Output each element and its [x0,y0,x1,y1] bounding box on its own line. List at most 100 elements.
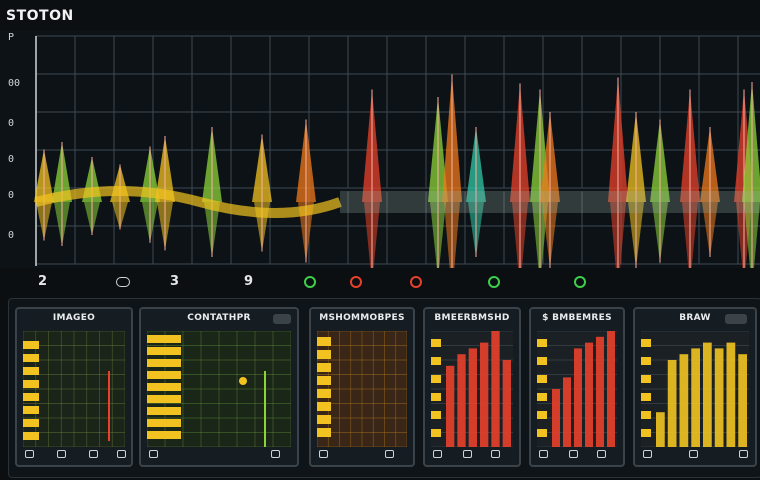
bar [552,389,560,447]
card-bmbemres[interactable]: $ BMBEMRES [529,307,625,467]
red-ring-icon[interactable] [410,276,422,288]
marker-row: 2 3 9 [0,268,760,298]
card-title: MSHOMMOBPES [319,313,405,323]
y-axis-label: 0 [8,190,15,201]
bar [563,377,571,447]
level-bar [431,429,441,437]
green-ring-icon[interactable] [488,276,500,288]
level-bar [641,375,651,383]
view-icon[interactable] [25,450,34,458]
level-bar [641,339,651,347]
bar [468,348,477,447]
view-icon[interactable] [149,450,158,458]
bar [457,354,466,447]
card-plot [317,331,407,447]
y-axis-label: 0 [8,230,15,241]
card-footer [639,448,751,462]
level-bar [431,339,441,347]
level-bar [147,407,181,415]
app-title: STOTON [6,8,74,24]
card-mshommobpes[interactable]: MSHOMMOBPES [309,307,415,467]
bar [446,365,455,447]
view-icon[interactable] [643,450,652,458]
dashboard-panel: IMAGEO CONTATHPR MSHOMMOBPES BMEERBMSHD [8,298,760,478]
bar [703,342,712,447]
level-bar [147,371,181,379]
card-footer [21,448,127,462]
copy-icon[interactable] [569,450,578,458]
menu-icon[interactable] [385,450,394,458]
bar [491,331,500,447]
red-ring-icon[interactable] [350,276,362,288]
level-bar [317,337,331,346]
copy-icon[interactable] [689,450,698,458]
badge-icon [273,314,291,324]
level-bar [537,375,547,383]
bar [714,348,724,447]
level-bar [147,347,181,355]
level-bar [23,419,39,427]
level-bar [537,339,547,347]
level-bar [317,402,331,411]
card-title: IMAGEO [52,313,96,323]
level-bar [147,419,181,427]
menu-icon[interactable] [491,450,500,458]
card-title: BMEERBMSHD [434,313,510,323]
level-bar [147,359,181,367]
marker-label: 9 [244,274,254,289]
wave-band [34,186,342,218]
toggle-button[interactable] [116,277,130,287]
marker-label: 2 [38,274,48,289]
marker-point [239,377,247,385]
green-ring-icon[interactable] [574,276,586,288]
level-bar [641,393,651,401]
menu-icon[interactable] [597,450,606,458]
settings-icon[interactable] [89,450,98,458]
copy-icon[interactable] [57,450,66,458]
level-bar [431,393,441,401]
bar [679,354,689,447]
card-footer [145,448,293,462]
y-axis-label: 0 [8,118,15,129]
y-axis-label: 0 [8,154,15,165]
view-icon[interactable] [433,450,442,458]
level-bar [641,357,651,365]
card-bmeerbmshd[interactable]: BMEERBMSHD [423,307,521,467]
card-plot [431,331,513,447]
level-bar [23,380,39,388]
green-ring-icon[interactable] [304,276,316,288]
card-braw[interactable]: BRAW [633,307,757,467]
card-title: CONTATHPR [187,313,251,323]
menu-icon[interactable] [739,450,748,458]
card-footer [535,448,619,462]
y-axis-label: 00 [8,78,21,89]
level-bar [431,375,441,383]
level-bar [317,376,331,385]
level-bar [537,357,547,365]
bar [480,342,489,447]
card-plot [641,331,749,447]
level-bar [23,367,39,375]
level-bar [641,429,651,437]
menu-icon[interactable] [271,450,280,458]
card-imageo[interactable]: IMAGEO [15,307,133,467]
level-bar [23,432,39,440]
level-bar [147,383,181,391]
card-footer [429,448,515,462]
view-icon[interactable] [539,450,548,458]
menu-icon[interactable] [117,450,126,458]
wave-peak [742,82,760,202]
level-bar [147,395,181,403]
waveform-grid [35,35,760,266]
level-bar [431,411,441,419]
level-bar [537,429,547,437]
bar [667,360,677,447]
card-contathpr[interactable]: CONTATHPR [139,307,299,467]
badge-icon [725,314,747,324]
bar [691,348,700,447]
bar [726,342,736,447]
level-bar [317,389,331,398]
copy-icon[interactable] [463,450,472,458]
bar [574,348,582,447]
view-icon[interactable] [319,450,328,458]
